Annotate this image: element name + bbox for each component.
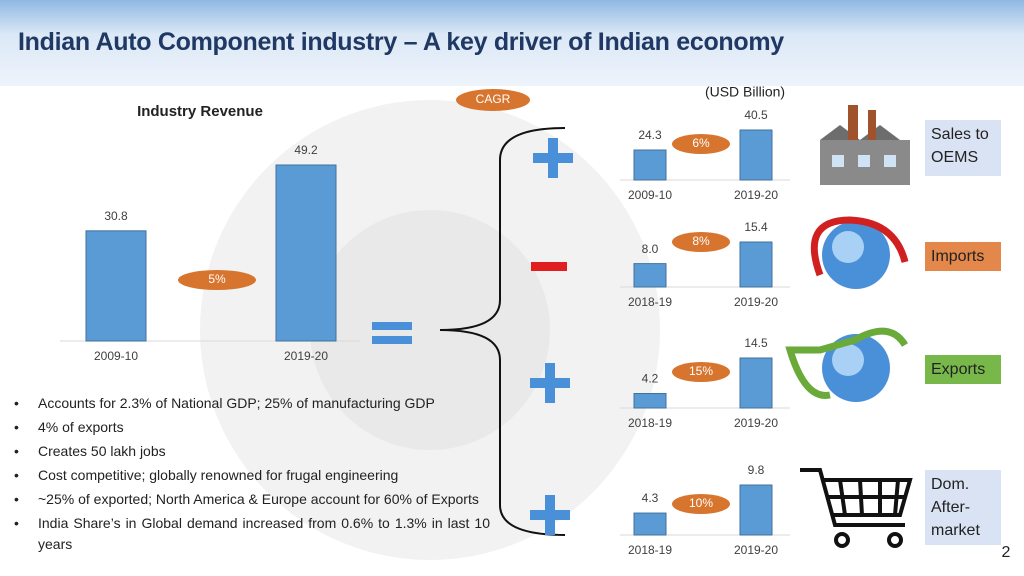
cagr-oval xyxy=(672,232,730,252)
value-label: 49.2 xyxy=(294,143,318,157)
title-bar xyxy=(0,0,1024,86)
bar xyxy=(85,230,147,342)
cagr-header-oval xyxy=(456,89,530,111)
cagr-oval xyxy=(672,362,730,382)
equals-sign xyxy=(372,322,412,330)
side-label: Imports xyxy=(925,242,1001,271)
background-gear xyxy=(310,210,550,450)
bullet-list: Accounts for 2.3% of National GDP; 25% o… xyxy=(14,393,490,558)
cagr-label: 8% xyxy=(692,234,710,248)
value-label: 9.8 xyxy=(748,463,765,477)
imports-icon xyxy=(810,216,909,289)
x-tick-label: 2019-20 xyxy=(734,543,778,557)
brace xyxy=(439,127,566,536)
cagr-oval xyxy=(178,270,256,290)
x-tick-label: 2019-20 xyxy=(734,188,778,202)
value-label: 30.8 xyxy=(104,209,128,223)
cagr-label: 10% xyxy=(689,496,713,510)
bullet: India Share’s in Global demand increased… xyxy=(14,513,490,555)
x-tick-label: 2019-20 xyxy=(734,416,778,430)
x-tick-label: 2019-20 xyxy=(734,295,778,309)
bar xyxy=(275,164,337,342)
value-label: 4.2 xyxy=(642,372,659,386)
bullet: Creates 50 lakh jobs xyxy=(14,441,490,462)
side-label: Dom. After-market xyxy=(925,470,1001,545)
cart-icon xyxy=(800,468,913,548)
value-label: 40.5 xyxy=(744,108,768,122)
x-tick-label: 2009-10 xyxy=(94,349,138,363)
minus-sign xyxy=(531,262,567,271)
side-label: Sales to OEMS xyxy=(925,120,1001,176)
bar xyxy=(633,263,667,288)
chart-title: Industry Revenue xyxy=(137,103,263,120)
slide-title: Indian Auto Component industry – A key d… xyxy=(18,28,784,56)
bar xyxy=(739,129,773,181)
bar xyxy=(633,393,667,409)
x-tick-label: 2018-19 xyxy=(628,295,672,309)
value-label: 4.3 xyxy=(642,491,659,505)
bullet: ~25% of exported; North America & Europe… xyxy=(14,489,490,510)
page-number: 2 xyxy=(1002,544,1011,561)
bullet: Accounts for 2.3% of National GDP; 25% o… xyxy=(14,393,490,414)
unit-label: (USD Billion) xyxy=(705,84,785,100)
x-tick-label: 2009-10 xyxy=(628,188,672,202)
value-label: 15.4 xyxy=(744,220,768,234)
bar xyxy=(633,512,667,536)
bar xyxy=(633,149,667,181)
plus-sign xyxy=(530,363,570,403)
x-tick-label: 2019-20 xyxy=(284,349,328,363)
value-label: 24.3 xyxy=(638,128,662,142)
exports-icon xyxy=(785,327,908,402)
side-label: Exports xyxy=(925,355,1001,384)
bullet: Cost competitive; globally renowned for … xyxy=(14,465,490,486)
factory-icon xyxy=(820,105,910,185)
x-tick-label: 2018-19 xyxy=(628,416,672,430)
bar xyxy=(739,484,773,536)
value-label: 8.0 xyxy=(642,242,659,256)
bar xyxy=(739,357,773,409)
cagr-label: 15% xyxy=(689,364,713,378)
value-label: 14.5 xyxy=(744,336,768,350)
equals-sign xyxy=(372,336,412,344)
cagr-label: 6% xyxy=(692,136,710,150)
cagr-oval xyxy=(672,134,730,154)
plus-sign xyxy=(533,138,573,178)
cagr-label: 5% xyxy=(208,272,226,286)
bullet: 4% of exports xyxy=(14,417,490,438)
cagr-oval xyxy=(672,494,730,514)
x-tick-label: 2018-19 xyxy=(628,543,672,557)
bar xyxy=(739,241,773,288)
cagr-header: CAGR xyxy=(476,92,511,106)
plus-sign xyxy=(530,495,570,535)
